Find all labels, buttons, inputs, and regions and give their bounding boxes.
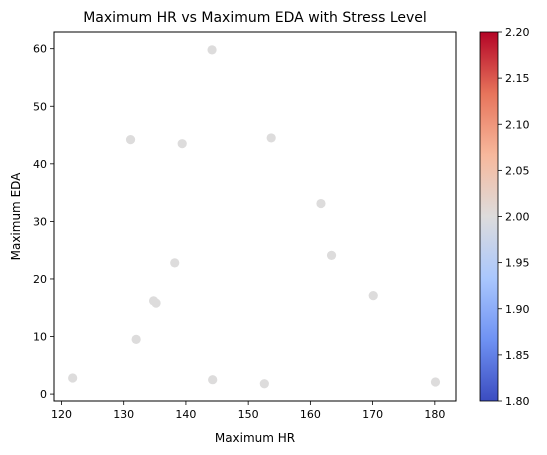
colorbar — [479, 31, 499, 402]
colorbar-tick-label: 1.80 — [505, 395, 530, 408]
x-axis-label: Maximum HR — [215, 431, 295, 445]
colorbar-tick-label: 1.95 — [505, 257, 530, 270]
x-tick-label: 160 — [300, 408, 321, 421]
y-tick-label: 50 — [33, 100, 47, 113]
y-tick-label: 60 — [33, 43, 47, 56]
y-axis-label: Maximum EDA — [9, 172, 23, 261]
data-point — [208, 375, 218, 385]
data-point — [326, 250, 337, 260]
x-tick-label: 170 — [362, 408, 383, 421]
data-point — [151, 298, 161, 308]
x-axis: 120 130 140 150 160 170 180 — [51, 401, 445, 421]
colorbar-tick-label: 2.10 — [505, 118, 530, 131]
data-point — [368, 291, 378, 301]
data-point — [131, 334, 141, 345]
colorbar-tick-label: 2.20 — [505, 26, 530, 39]
y-axis: 0 10 20 30 40 50 60 — [33, 43, 54, 401]
data-point — [316, 198, 326, 209]
y-tick-label: 20 — [33, 273, 47, 286]
x-tick-label: 120 — [51, 408, 72, 421]
y-tick-label: 0 — [40, 388, 47, 401]
x-tick-label: 130 — [113, 408, 134, 421]
colorbar-tick-label: 1.85 — [505, 349, 530, 362]
chart-title: Maximum HR vs Maximum EDA with Stress Le… — [83, 10, 427, 26]
colorbar-tick-label: 1.90 — [505, 303, 530, 316]
data-point — [207, 45, 217, 55]
x-tick-label: 150 — [238, 408, 259, 421]
colorbar-tick-label: 2.15 — [505, 72, 530, 85]
data-point — [170, 258, 180, 268]
colorbar-tick-label: 2.05 — [505, 164, 530, 177]
y-tick-label: 40 — [33, 158, 47, 171]
data-point — [430, 377, 441, 387]
data-point — [68, 373, 78, 383]
y-tick-label: 10 — [33, 331, 47, 344]
data-point — [177, 139, 187, 149]
plot-area — [68, 45, 441, 389]
data-point — [266, 133, 276, 143]
data-point — [259, 379, 269, 389]
colorbar-tick-label: 2.00 — [505, 211, 530, 224]
x-tick-label: 140 — [175, 408, 196, 421]
y-tick-label: 30 — [33, 215, 47, 228]
x-tick-label: 180 — [424, 408, 445, 421]
colorbar-axis: 1.80 1.85 1.90 1.95 2.00 2.05 2.10 2.15 2.20 — [498, 26, 530, 408]
data-point — [125, 135, 136, 145]
plot-frame — [53, 31, 457, 402]
